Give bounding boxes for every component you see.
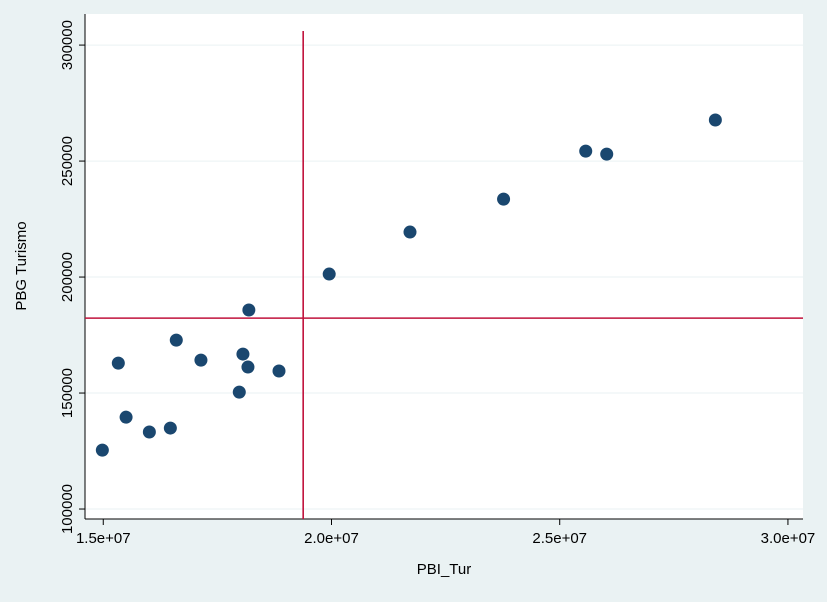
x-tick-label: 2.0e+07 <box>304 530 359 547</box>
point <box>142 425 156 439</box>
point <box>163 421 177 435</box>
point <box>272 364 286 378</box>
point <box>119 410 133 424</box>
y-tick-label: 150000 <box>59 368 76 418</box>
point <box>95 443 109 457</box>
point <box>169 333 183 347</box>
x-axis-title: PBI_Tur <box>417 561 471 578</box>
point <box>194 353 208 367</box>
point <box>497 192 511 206</box>
point <box>322 267 336 281</box>
point <box>232 385 246 399</box>
x-tick-label: 2.5e+07 <box>532 530 587 547</box>
point <box>708 113 722 127</box>
x-tick-label: 1.5e+07 <box>76 530 131 547</box>
point <box>111 356 125 370</box>
y-tick-label: 200000 <box>59 252 76 302</box>
plot-area <box>85 14 803 519</box>
y-axis-title: PBG Turismo <box>13 221 30 310</box>
point <box>242 303 256 317</box>
point <box>236 347 250 361</box>
y-tick-label: 250000 <box>59 136 76 186</box>
x-tick-label: 3.0e+07 <box>761 530 816 547</box>
point <box>579 144 593 158</box>
y-tick-label: 100000 <box>59 484 76 534</box>
y-tick-label: 300000 <box>59 20 76 70</box>
point <box>403 225 417 239</box>
point <box>600 147 614 161</box>
point <box>241 360 255 374</box>
